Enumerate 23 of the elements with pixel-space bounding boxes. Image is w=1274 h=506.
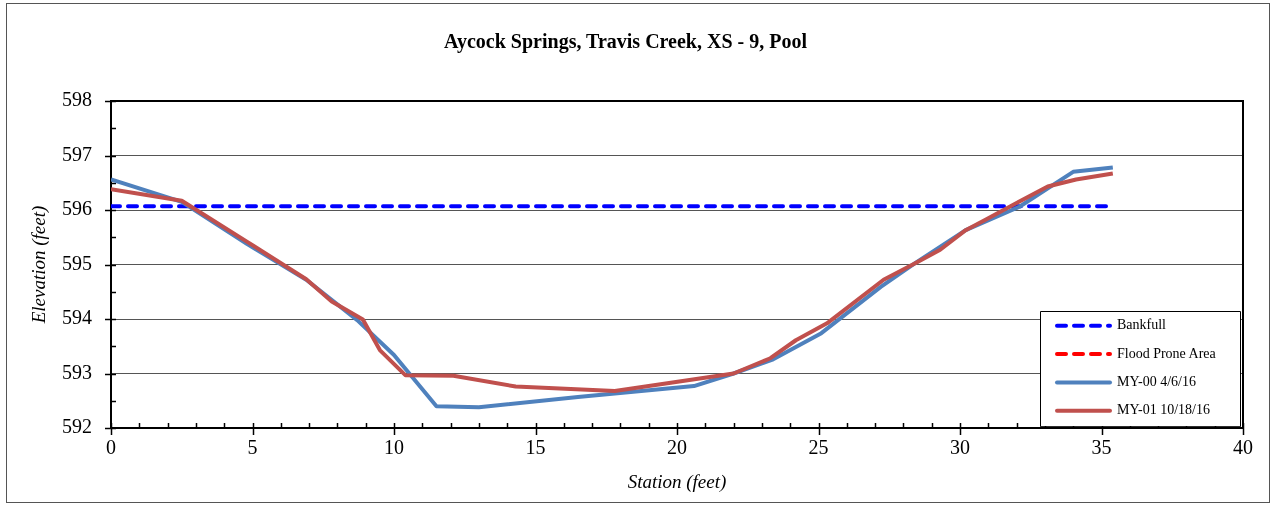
y-tick-label: 597	[62, 142, 92, 165]
legend-label: MY-00 4/6/16	[1117, 374, 1196, 390]
x-tick-label: 20	[667, 436, 687, 459]
x-tick-label: 25	[808, 436, 829, 459]
x-tick-label: 35	[1091, 436, 1112, 459]
x-tick-label: 10	[384, 436, 404, 459]
x-tick-label: 0	[106, 436, 116, 459]
y-axis-title: Elevation (feet)	[28, 205, 51, 325]
y-tick-label: 595	[62, 251, 92, 274]
x-tick-label: 15	[525, 436, 546, 459]
y-tick-label: 594	[62, 306, 92, 329]
x-tick-label: 5	[247, 436, 258, 459]
y-tick-label: 592	[62, 415, 92, 438]
y-tick-label: 596	[62, 197, 92, 220]
x-tick-label: 40	[1233, 436, 1253, 459]
x-tick-label: 30	[950, 436, 970, 459]
chart-title: Aycock Springs, Travis Creek, XS - 9, Pool	[444, 30, 808, 54]
y-tick-label: 598	[62, 88, 92, 111]
y-tick-label: 593	[62, 360, 92, 383]
legend-label: Bankfull	[1117, 317, 1167, 333]
legend-label: Flood Prone Area	[1117, 345, 1217, 361]
legend-label: MY-01 10/18/16	[1117, 402, 1210, 418]
x-axis-title: Station (feet)	[627, 470, 727, 493]
